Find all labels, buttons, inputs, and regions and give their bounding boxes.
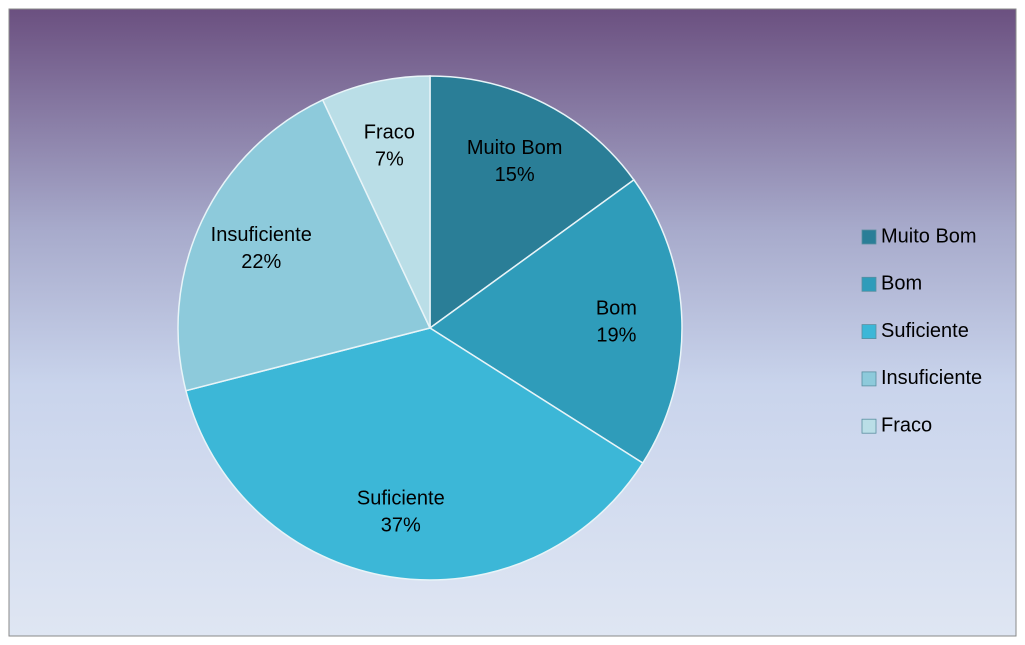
legend-swatch (861, 371, 877, 387)
pie-slice (177, 98, 432, 392)
slice-value-label: 22% (241, 251, 281, 273)
slice-category-label: Bom (596, 297, 637, 319)
slice-value-label: 15% (495, 164, 535, 186)
pie-slice (321, 75, 431, 329)
slice-value-label: 37% (381, 514, 421, 536)
legend-label: Bom (881, 273, 922, 295)
pie-slice (428, 178, 683, 465)
pie: Muito Bom 15% Bom 19% Suficiente 37% Insuficie… (177, 75, 683, 581)
slice-value-label: 19% (596, 324, 636, 346)
slice-value-label: 7% (375, 148, 404, 170)
slice-category-label: Suficiente (357, 487, 445, 509)
pie-slice (185, 327, 644, 581)
legend-label: Muito Bom (881, 225, 977, 247)
legend-label: Insuficiente (881, 367, 982, 389)
slice-category-label: Insuficiente (211, 224, 312, 246)
slice-category-label: Muito Bom (467, 137, 563, 159)
slice-category-label: Fraco (364, 121, 415, 143)
pie-slice (429, 75, 635, 330)
legend: Muito Bom Bom Suficiente Insuficiente Fraco (861, 225, 982, 436)
legend-label: Fraco (881, 414, 932, 436)
legend-swatch (861, 276, 877, 292)
legend-swatch (861, 324, 877, 340)
legend-swatch (861, 229, 877, 245)
legend-label: Suficiente (881, 320, 969, 342)
legend-swatch (861, 418, 877, 434)
